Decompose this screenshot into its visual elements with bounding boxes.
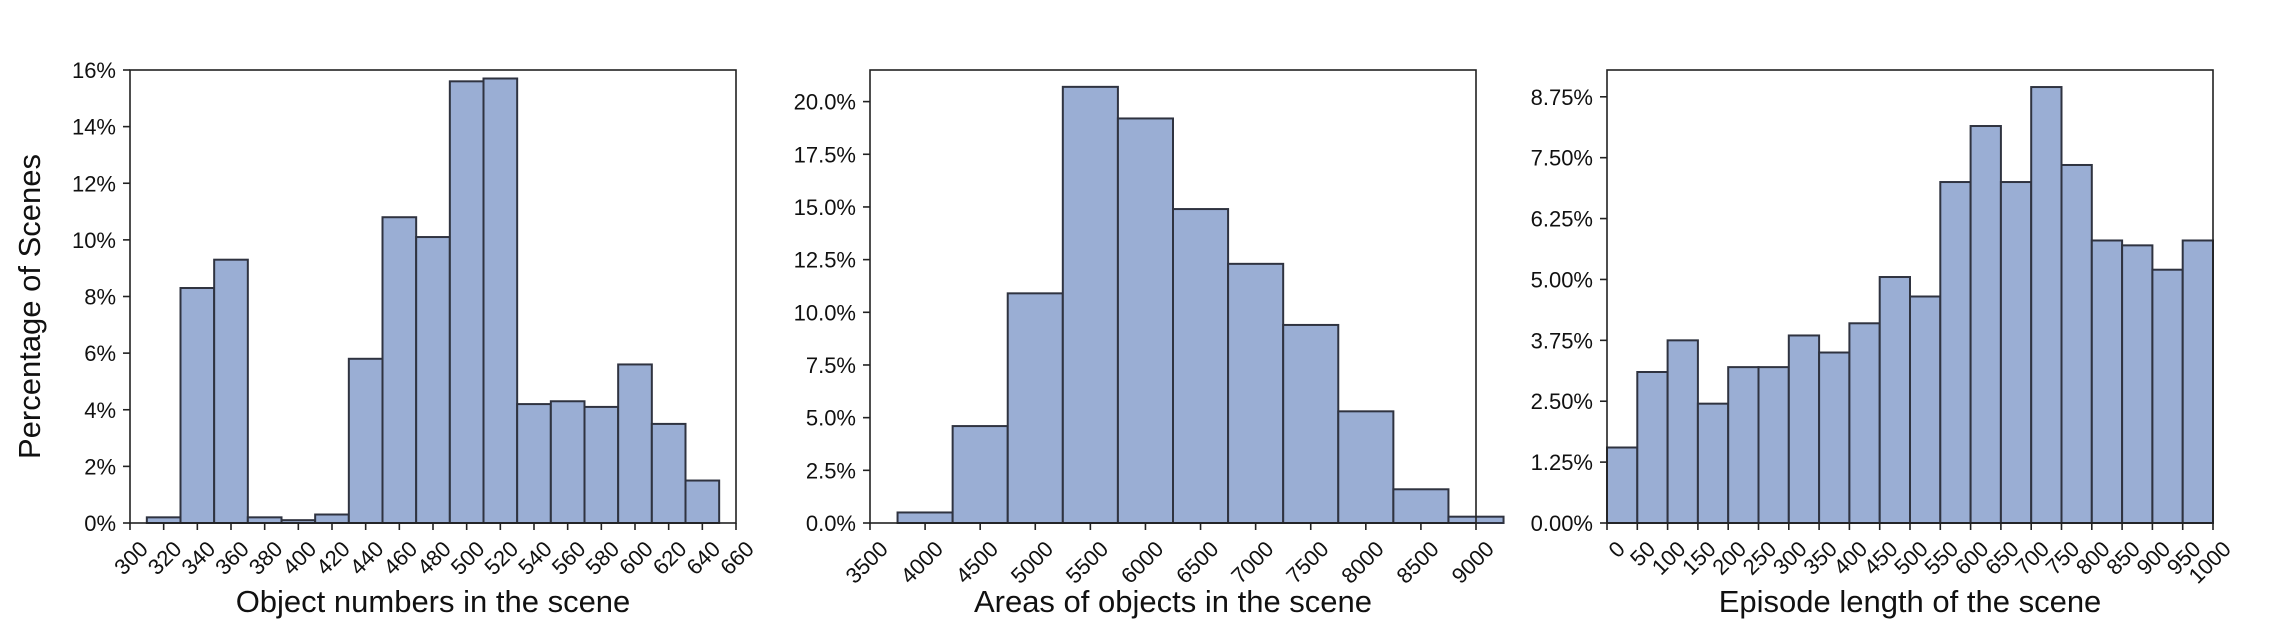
x-tick-label: 660	[715, 536, 759, 580]
y-tick-label: 2%	[84, 454, 116, 479]
y-tick-label: 6%	[84, 341, 116, 366]
y-tick-label: 14%	[72, 115, 116, 140]
bar	[2060, 163, 2093, 525]
bar	[650, 422, 687, 524]
bar	[1969, 125, 2002, 524]
bar	[1787, 334, 1821, 524]
bar	[1172, 208, 1230, 525]
y-tick-label: 17.5%	[794, 142, 856, 167]
x-axis-label: Object numbers in the scene	[236, 584, 631, 619]
x-tick-label: 3500	[841, 536, 893, 588]
x-tick-label: 8500	[1391, 536, 1443, 588]
bar	[1757, 366, 1790, 524]
x-tick-label: 5000	[1006, 536, 1058, 588]
y-tick-label: 4%	[84, 398, 116, 423]
y-tick-label: 8%	[84, 285, 116, 310]
bar	[1636, 371, 1669, 524]
chart-panel-2: 0.0% 2.5% 5.0% 7.5% 10.0% 12.5% 15.0% 17.5% 20.0…	[794, 69, 1505, 619]
y-tick-label: 2.5%	[806, 458, 856, 483]
y-tick-label: 12%	[72, 171, 116, 196]
bar	[1392, 488, 1450, 524]
y-tick-label: 7.5%	[806, 353, 856, 378]
bar	[213, 258, 249, 524]
plot-frame	[869, 69, 1477, 524]
y-tick-label: 10%	[72, 228, 116, 253]
bar	[415, 236, 451, 524]
bar	[145, 516, 182, 525]
bar	[549, 400, 586, 525]
chart-panel-3: 0.00% 1.25% 2.50% 3.75% 5.00% 6.25% 7.50% 8.75%…	[1531, 69, 2236, 619]
x-tick-label: 4500	[951, 536, 1003, 588]
y-tick-label: 12.5%	[794, 248, 856, 273]
bar	[1999, 181, 2033, 524]
bar	[1606, 446, 1639, 524]
bar	[1061, 85, 1119, 525]
y-tick-label: 2.50%	[1531, 389, 1593, 414]
bar	[2151, 268, 2184, 525]
y-tick-label: 8.75%	[1531, 85, 1593, 110]
y-tick-label: 3.75%	[1531, 328, 1593, 353]
bar	[1227, 262, 1285, 524]
x-tick-label: 4000	[896, 536, 948, 588]
y-tick-label: 5.00%	[1531, 267, 1593, 292]
bar	[617, 363, 653, 525]
y-tick-label: 7.50%	[1531, 146, 1593, 171]
x-tick-label: 9000	[1447, 536, 1499, 588]
bar	[2090, 239, 2124, 525]
x-tick-label: 7500	[1281, 536, 1333, 588]
bar	[1818, 351, 1851, 525]
bar	[482, 77, 519, 525]
y-tick-label: 16%	[72, 58, 116, 83]
x-tick-label: 8000	[1336, 536, 1388, 588]
bar	[1337, 410, 1395, 524]
y-tick-label: 5.0%	[806, 406, 856, 431]
chart-panel-1: 0%2%4%6%8%10%12%14%16%300320340360380400…	[12, 58, 759, 619]
y-axis-label: Percentage of Scenes	[12, 154, 47, 459]
bar	[896, 511, 954, 524]
bar	[1006, 292, 1064, 524]
bar	[1116, 117, 1174, 524]
bar	[179, 287, 216, 524]
y-tick-label: 1.25%	[1531, 450, 1593, 475]
x-tick-label: 6000	[1116, 536, 1168, 588]
y-tick-label: 0.0%	[806, 511, 856, 536]
y-tick-label: 15.0%	[794, 195, 856, 220]
bar	[684, 479, 721, 524]
x-tick-label: 6500	[1171, 536, 1223, 588]
bar	[246, 516, 283, 525]
x-tick-label: 7000	[1226, 536, 1278, 588]
bar	[2181, 239, 2214, 525]
x-tick-label: 0	[1604, 536, 1630, 562]
x-tick-label: 5500	[1061, 536, 1113, 588]
bar	[1939, 181, 1972, 524]
bar	[347, 357, 384, 524]
bar	[314, 513, 350, 524]
y-tick-label: 0%	[84, 511, 116, 536]
x-axis-label: Episode length of the scene	[1719, 584, 2102, 619]
bar	[2030, 86, 2063, 524]
y-tick-label: 10.0%	[794, 300, 856, 325]
x-axis-label: Areas of objects in the scene	[974, 584, 1372, 619]
bar	[583, 405, 620, 525]
bar	[1696, 402, 1730, 524]
bar	[381, 216, 418, 524]
bar	[1727, 366, 1760, 524]
y-tick-label: 0.00%	[1531, 511, 1593, 536]
bar	[1878, 276, 1911, 525]
bar	[1909, 295, 1942, 524]
y-tick-label: 20.0%	[794, 90, 856, 115]
bar	[951, 425, 1009, 524]
bar	[2121, 244, 2154, 525]
bar	[448, 80, 485, 524]
bar	[516, 403, 552, 524]
y-tick-label: 6.25%	[1531, 207, 1593, 232]
bar	[1848, 322, 1881, 524]
bar	[1282, 323, 1340, 524]
bar	[1666, 339, 1699, 524]
